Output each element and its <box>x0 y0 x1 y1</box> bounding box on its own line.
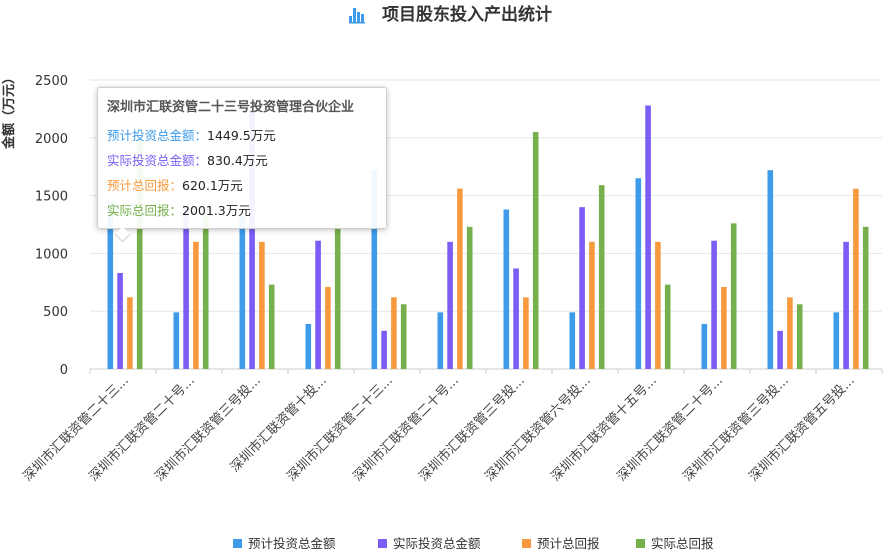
x-tick-label: 深圳市汇联资管二十号... <box>614 373 726 485</box>
bar <box>635 178 642 369</box>
tooltip-row: 预计总回报：620.1万元 <box>107 173 377 198</box>
bar <box>315 240 321 369</box>
tooltip-label: 实际总回报： <box>107 203 183 218</box>
legend-swatch <box>636 539 645 548</box>
bar <box>711 240 717 369</box>
chart-title-group: 项目股东投入产出统计 <box>349 4 552 25</box>
bar <box>701 323 708 369</box>
legend-label: 实际投资总金额 <box>393 536 481 551</box>
legend-swatch <box>378 539 387 548</box>
legend-swatch <box>233 539 242 548</box>
tooltip-label: 预计总回报： <box>107 178 183 193</box>
bar <box>721 286 727 369</box>
chart-title: 项目股东投入产出统计 <box>382 4 552 25</box>
bar <box>589 241 595 369</box>
bar <box>400 304 407 369</box>
y-tick-label: 2000 <box>35 132 68 147</box>
tooltip-title: 深圳市汇联资管二十三号投资管理合伙企业 <box>107 100 355 115</box>
tooltip-label: 预计投资总金额： <box>107 128 208 143</box>
bar <box>843 241 849 369</box>
bar <box>136 137 143 369</box>
bar <box>862 226 869 369</box>
y-tick-label: 2500 <box>35 74 68 89</box>
x-tick-label: 深圳市汇联资管五号投... <box>746 373 858 485</box>
bar <box>183 206 189 369</box>
bar <box>117 273 123 369</box>
x-tick-label: 深圳市汇联资管二十三... <box>284 373 396 485</box>
x-tick-label: 深圳市汇联资管二十号... <box>350 373 462 485</box>
bar <box>381 330 387 369</box>
legend-swatch <box>522 539 531 548</box>
bar <box>127 297 133 369</box>
x-tick-label: 深圳市汇联资管二十号... <box>86 373 198 485</box>
bar <box>334 223 341 369</box>
bar <box>730 223 737 369</box>
bar <box>532 132 539 369</box>
bar <box>457 188 463 369</box>
y-tick-label: 0 <box>60 363 68 378</box>
bar <box>259 241 265 369</box>
tooltip-value: 620.1万元 <box>182 178 243 193</box>
bar-chart-icon <box>349 8 365 24</box>
bar <box>787 297 793 369</box>
bar <box>447 241 453 369</box>
x-tick-label: 深圳市汇联资管三号投... <box>680 373 792 485</box>
legend-label: 实际总回报 <box>651 536 714 551</box>
tooltip-value: 1449.5万元 <box>207 128 276 143</box>
bar <box>664 284 671 369</box>
tooltip-label: 实际投资总金额： <box>107 153 208 168</box>
bar <box>391 297 397 369</box>
tooltip-row: 预计投资总金额：1449.5万元 <box>107 123 377 148</box>
bar <box>579 207 585 369</box>
tooltip: 深圳市汇联资管二十三号投资管理合伙企业 预计投资总金额：1449.5万元 实际投… <box>97 87 387 243</box>
bars <box>107 105 869 369</box>
tooltip-row: 实际总回报：2001.3万元 <box>107 198 377 223</box>
bar <box>513 268 519 369</box>
x-tick-label: 深圳市汇联资管三号投... <box>416 373 528 485</box>
tooltip-value: 830.4万元 <box>207 153 268 168</box>
bar <box>853 188 859 369</box>
bar <box>645 105 651 369</box>
x-tick-label: 深圳市汇联资管三号投... <box>152 373 264 485</box>
x-axis: 深圳市汇联资管二十三...深圳市汇联资管二十号...深圳市汇联资管三号投...深… <box>20 369 883 485</box>
x-tick-label: 深圳市汇联资管六号投... <box>482 373 594 485</box>
legend: 预计投资总金额 实际投资总金额 预计总回报 实际总回报 <box>233 536 714 551</box>
bar <box>202 212 209 369</box>
tooltip-value: 2001.3万元 <box>182 203 251 218</box>
bar <box>796 304 803 369</box>
bar <box>305 323 312 369</box>
bar <box>569 312 576 369</box>
bar <box>503 209 510 369</box>
bar <box>523 297 529 369</box>
tooltip-row: 实际投资总金额：830.4万元 <box>107 148 377 173</box>
y-tick-label: 1000 <box>35 247 68 262</box>
x-tick-label: 深圳市汇联资管二十三... <box>20 373 132 485</box>
bar <box>371 170 378 369</box>
bar <box>193 241 199 369</box>
bar <box>655 241 661 369</box>
bar <box>767 170 774 369</box>
bar <box>325 286 331 369</box>
y-axis-label: 金额（万元） <box>1 71 17 150</box>
bar <box>107 201 114 369</box>
y-axis: 0 500 1000 1500 2000 2500 <box>35 74 68 378</box>
bar <box>777 330 783 369</box>
bar <box>249 110 255 369</box>
legend-label: 预计总回报 <box>537 536 600 551</box>
bar <box>173 312 180 369</box>
bar <box>437 312 444 369</box>
x-tick-label: 深圳市汇联资管十五号... <box>548 373 660 485</box>
bar <box>239 216 246 369</box>
bar <box>268 284 275 369</box>
bar <box>466 226 473 369</box>
y-tick-label: 500 <box>43 305 68 320</box>
bar <box>598 185 605 369</box>
y-tick-label: 1500 <box>35 190 68 205</box>
bar <box>833 312 840 369</box>
legend-label: 预计投资总金额 <box>248 536 336 551</box>
